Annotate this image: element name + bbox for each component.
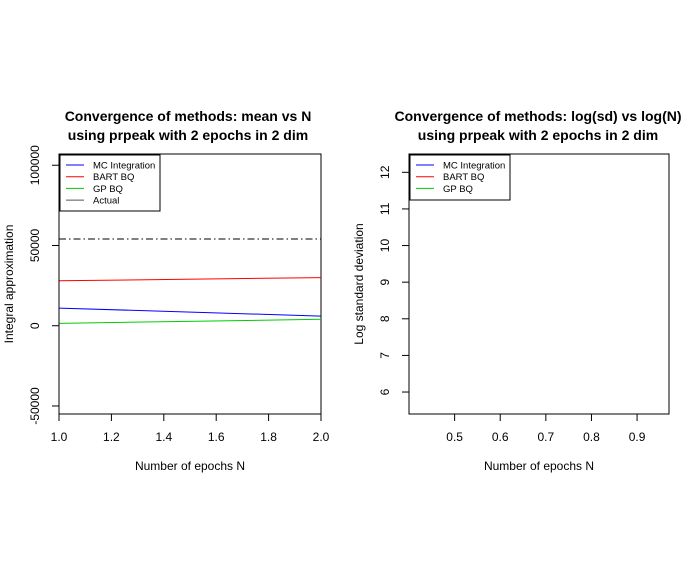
- y-tick-label: 12: [378, 165, 392, 179]
- x-tick-label: 1.4: [155, 430, 172, 444]
- series-layer: [58, 238, 322, 324]
- y-tick-label: 7: [378, 352, 392, 359]
- x-axis: 1.0 1.2 1.4 1.6 1.8 2.0: [51, 413, 330, 444]
- legend-box: [59, 154, 161, 212]
- y-axis: 6 7 8 9 10 11 12: [378, 165, 410, 395]
- y-axis: -50000 0 50000 100000: [28, 145, 60, 425]
- legend-label: MC Integration: [93, 161, 155, 172]
- series-line: [58, 277, 322, 282]
- legend-label: MC Integration: [443, 161, 505, 172]
- legend-label: GP BQ: [93, 184, 123, 195]
- y-tick-label: -50000: [28, 387, 42, 425]
- x-axis-label: Number of epochs N: [484, 459, 594, 473]
- x-tick-label: 0.6: [492, 430, 509, 444]
- chart-title-line2: using prpeak with 2 epochs in 2 dim: [418, 127, 658, 143]
- x-axis: 0.5 0.6 0.7 0.8 0.9: [446, 413, 646, 444]
- x-tick-label: 0.9: [629, 430, 646, 444]
- y-tick-label: 11: [378, 202, 392, 215]
- series-line: [58, 318, 322, 324]
- legend-label: Actual: [93, 196, 119, 207]
- series-line: [58, 307, 322, 317]
- chart-title-line2: using prpeak with 2 epochs in 2 dim: [68, 127, 308, 143]
- y-axis-label: Integral approximation: [2, 225, 16, 344]
- y-tick-label: 50000: [28, 228, 42, 262]
- y-tick-label: 0: [28, 322, 42, 329]
- mean-chart: Convergence of methods: mean vs N using …: [2, 108, 330, 473]
- legend-label: BART BQ: [443, 172, 484, 183]
- x-tick-label: 0.5: [446, 430, 463, 444]
- y-tick-label: 6: [378, 388, 392, 395]
- x-tick-label: 0.7: [537, 430, 554, 444]
- legend-label: BART BQ: [93, 172, 134, 183]
- y-tick-label: 100000: [28, 145, 42, 185]
- y-tick-label: 9: [378, 279, 392, 286]
- x-tick-label: 0.8: [583, 430, 600, 444]
- log-sd-chart: Convergence of methods: log(sd) vs log(N…: [352, 108, 682, 473]
- x-tick-label: 1.0: [51, 430, 68, 444]
- x-axis-label: Number of epochs N: [135, 459, 245, 473]
- x-tick-label: 1.6: [208, 430, 225, 444]
- x-tick-label: 1.8: [260, 430, 277, 444]
- y-axis-label: Log standard deviation: [352, 223, 366, 344]
- chart-title-line1: Convergence of methods: mean vs N: [65, 108, 312, 124]
- legend-label: GP BQ: [443, 184, 473, 195]
- x-tick-label: 2.0: [313, 430, 330, 444]
- legend-box: [409, 154, 511, 201]
- y-tick-label: 10: [378, 239, 392, 253]
- x-tick-label: 1.2: [103, 430, 120, 444]
- y-tick-label: 8: [378, 315, 392, 322]
- chart-title-line1: Convergence of methods: log(sd) vs log(N…: [394, 108, 681, 124]
